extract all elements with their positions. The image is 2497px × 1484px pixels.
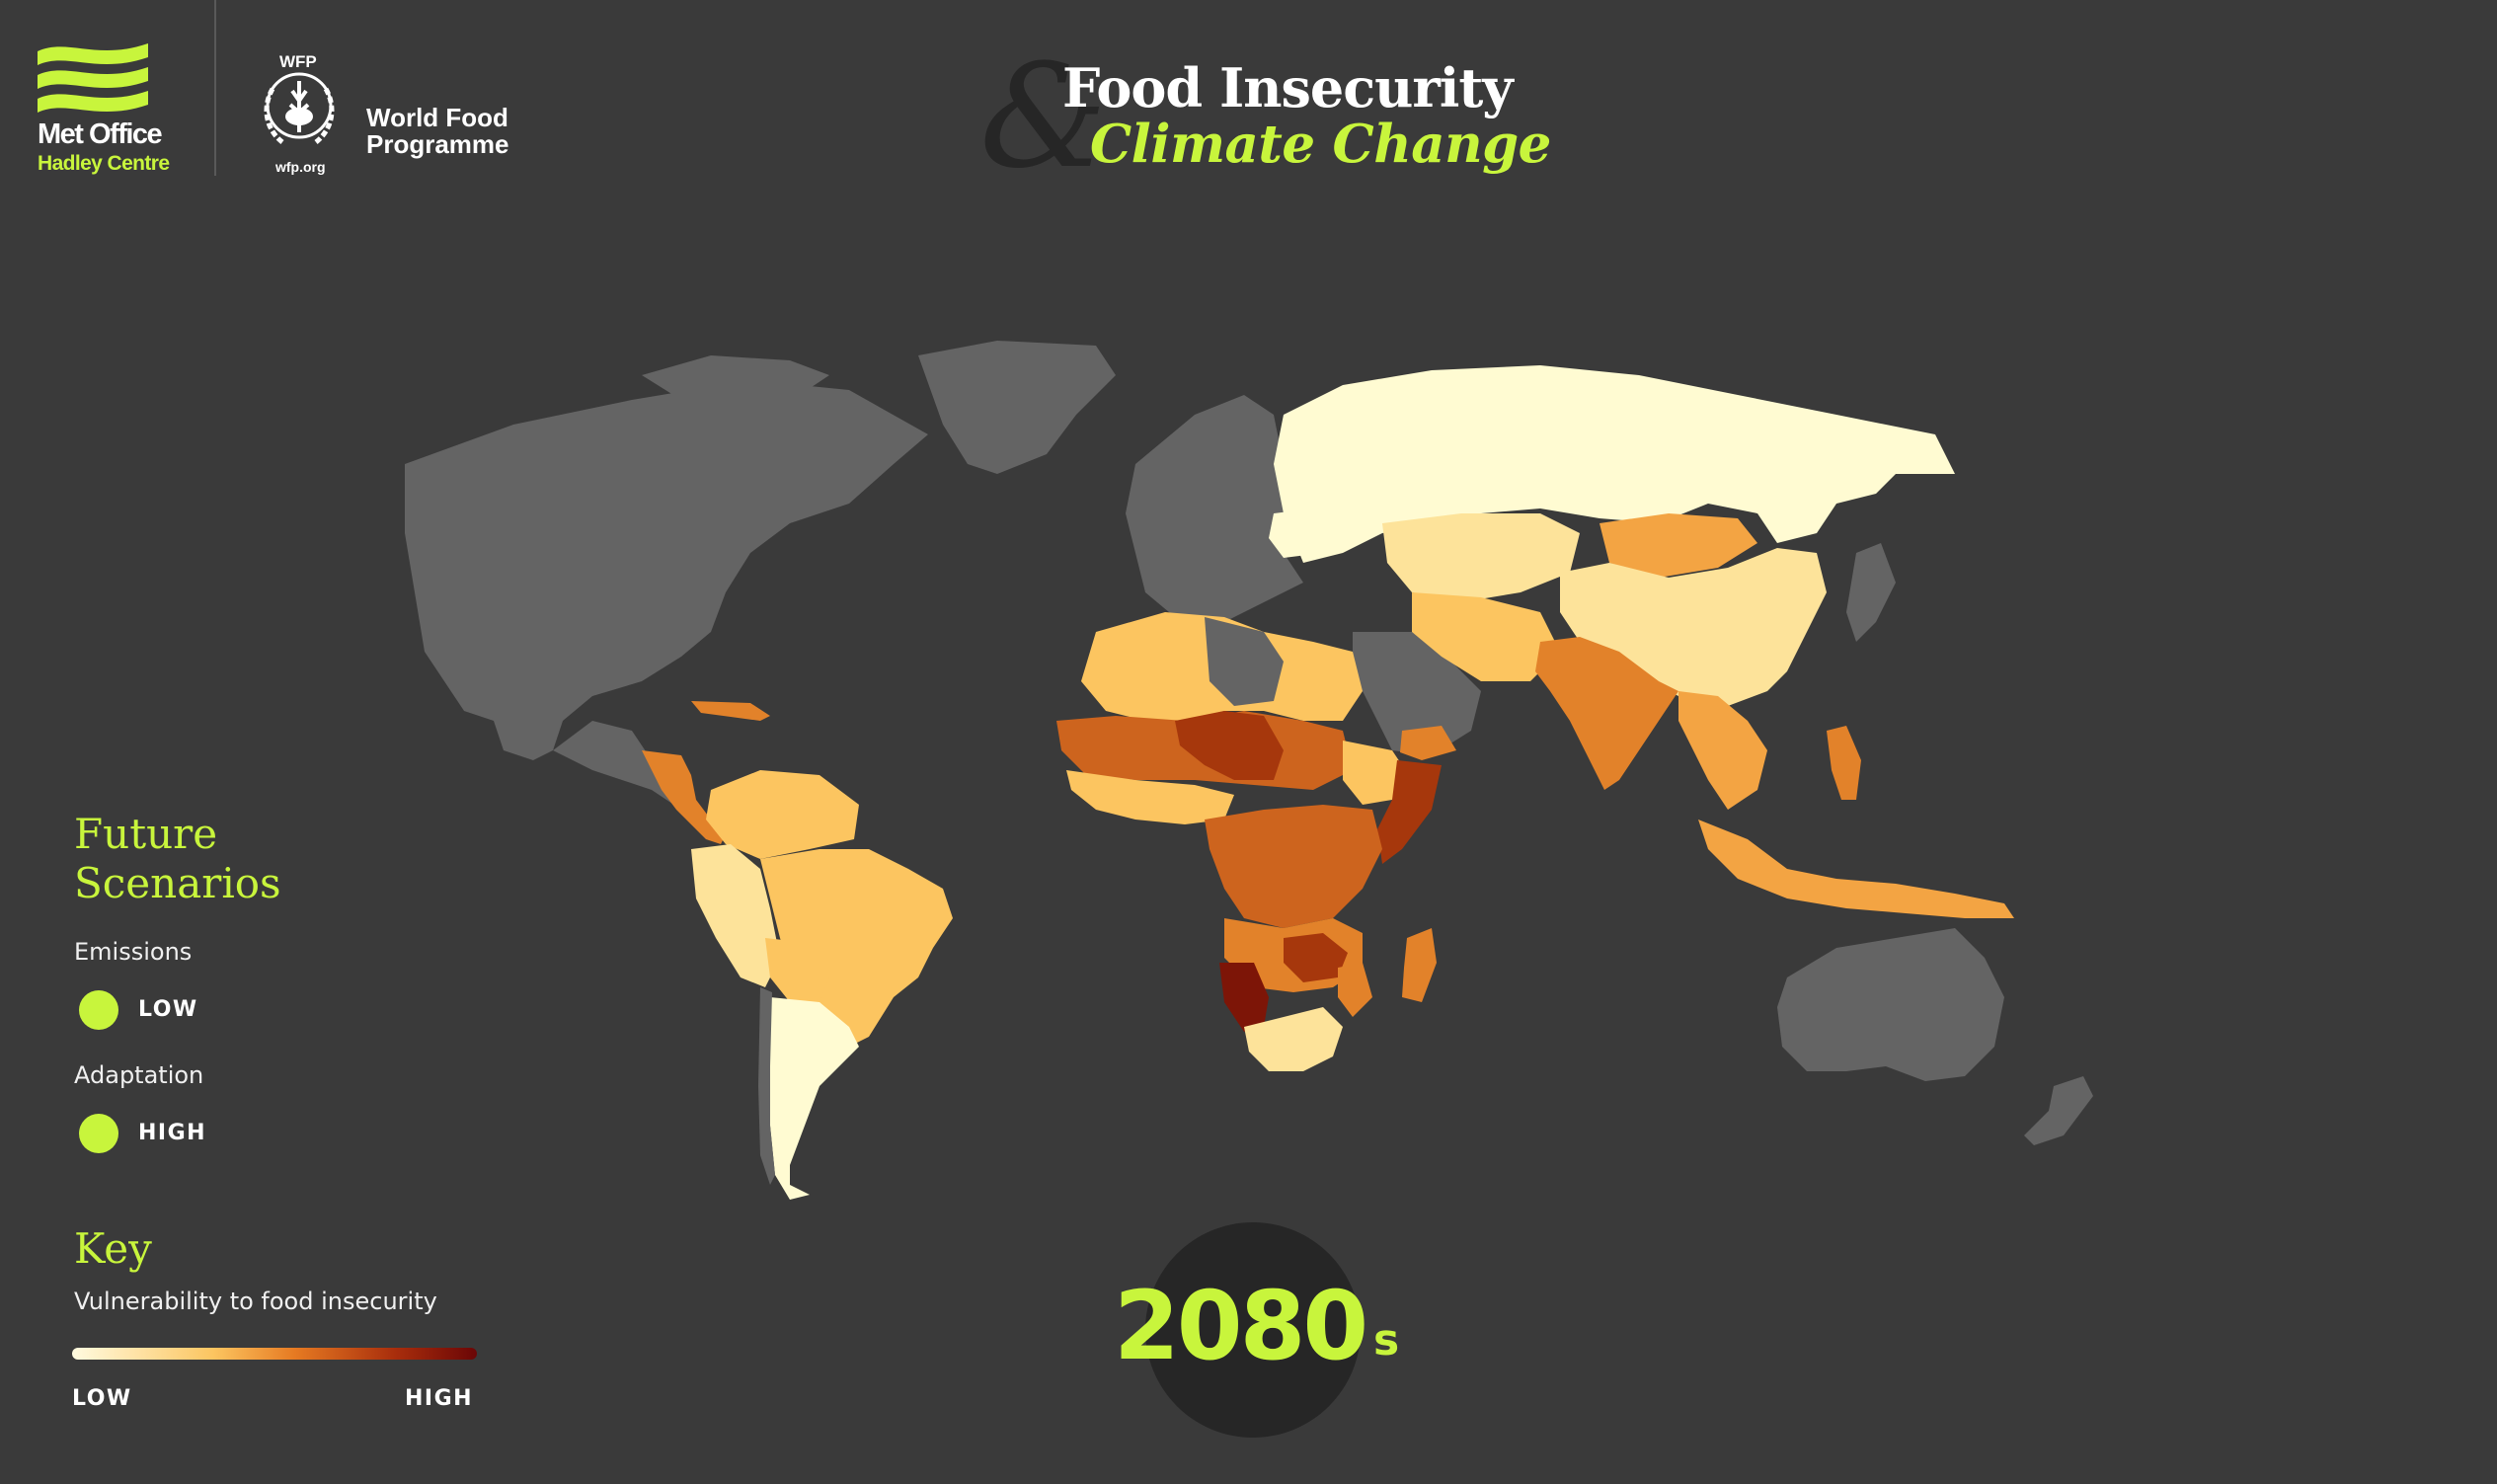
region-peru-andes[interactable] [691,844,780,987]
region-europe[interactable] [1126,395,1303,622]
key-high-label: HIGH [405,1386,474,1411]
page-title: Food Insecurity [1062,56,1514,119]
key-gradient-bar [72,1348,477,1360]
region-somalia[interactable] [1377,760,1442,864]
logo-divider [214,0,216,176]
wfp-name: World Food Programme [366,103,509,159]
adaptation-toggle[interactable] [79,1114,118,1153]
key-heading: Key [74,1224,152,1273]
key-description: Vulnerability to food insecurity [74,1288,437,1315]
region-chad-niger[interactable] [1175,711,1284,780]
emissions-label: Emissions [74,938,193,966]
region-japan[interactable] [1846,543,1896,642]
region-libya-egypt-no-data[interactable] [1205,617,1284,706]
key-low-label: LOW [72,1386,132,1411]
region-central-africa[interactable] [1205,805,1382,928]
region-central-america[interactable] [642,750,726,844]
wfp-wreath-icon [264,72,335,144]
region-mexico[interactable] [553,721,691,810]
emissions-value: LOW [138,997,198,1022]
decade-suffix: s [1373,1315,1400,1366]
region-russia[interactable] [1274,365,1955,563]
region-madagascar[interactable] [1402,928,1437,1002]
region-venezuela-colombia[interactable] [706,770,859,859]
region-ukraine[interactable] [1269,508,1343,558]
region-philippines[interactable] [1827,726,1861,800]
region-bolivia[interactable] [765,938,829,1002]
region-yemen[interactable] [1400,726,1456,760]
decade-selector[interactable] [1145,1222,1361,1438]
region-mozambique[interactable] [1338,963,1372,1017]
emissions-toggle[interactable] [79,990,118,1030]
title-ampersand: & [979,34,1108,200]
wfp-url: wfp.org [275,159,326,175]
adaptation-value: HIGH [138,1121,207,1145]
region-central-asia[interactable] [1382,513,1580,602]
region-argentina[interactable] [770,997,859,1200]
region-indonesia[interactable] [1698,820,2014,918]
scenarios-heading: Future Scenarios [74,810,281,907]
region-north-america[interactable] [405,380,928,760]
met-office-logo [38,43,148,113]
met-office-name: Met Office [38,118,163,150]
region-new-zealand[interactable] [2024,1076,2093,1145]
region-greenland[interactable] [918,341,1116,474]
region-iran-afghanistan[interactable] [1412,592,1560,681]
region-india[interactable] [1535,637,1678,790]
page-subtitle: Climate Change [1090,114,1551,175]
region-arctic-islands[interactable] [642,355,829,400]
region-southern-africa[interactable] [1244,1007,1343,1071]
region-brazil[interactable] [760,849,953,1047]
adaptation-label: Adaptation [74,1061,204,1089]
decade-value: 2080 [1114,1271,1368,1381]
region-caribbean[interactable] [691,701,770,721]
region-west-africa[interactable] [1066,770,1234,824]
wfp-abbreviation: WFP [279,52,317,71]
region-australia[interactable] [1777,928,2004,1081]
region-chile[interactable] [758,987,775,1185]
met-office-subtitle: Hadley Centre [38,152,170,175]
region-namibia[interactable] [1219,963,1269,1032]
region-zambia-dark[interactable] [1284,933,1348,982]
region-arabia[interactable] [1353,632,1481,755]
region-mongolia[interactable] [1600,513,1757,578]
region-southeast-asia[interactable] [1678,691,1767,810]
